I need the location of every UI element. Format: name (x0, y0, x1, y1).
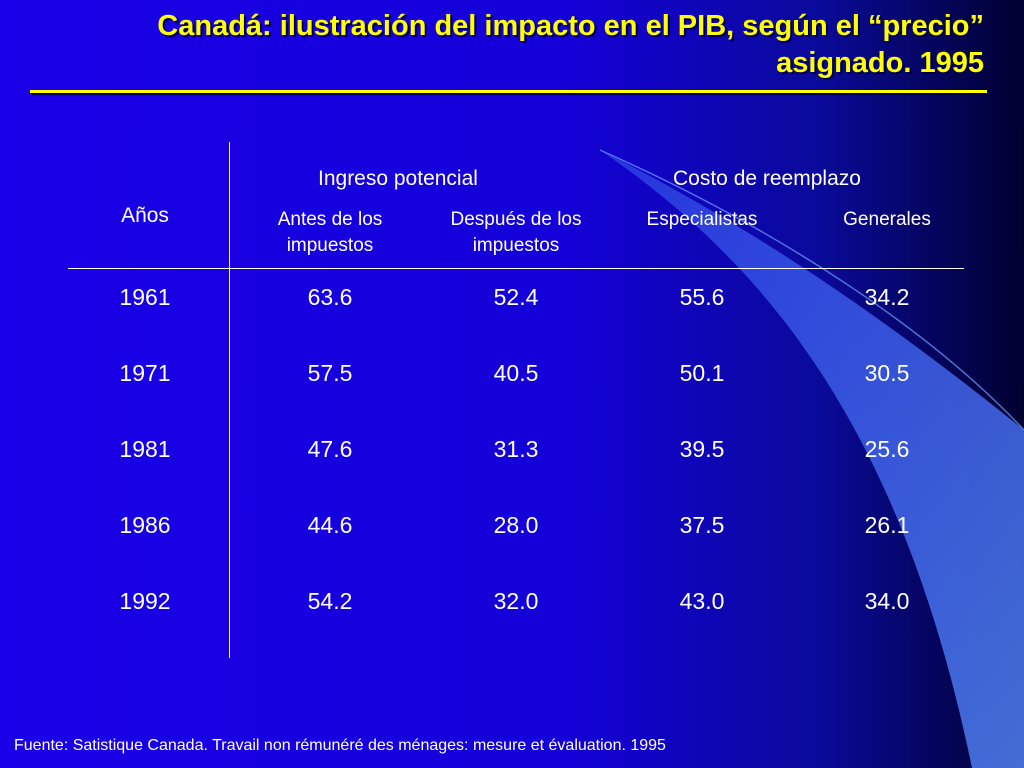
table-vertical-divider (229, 142, 230, 658)
value-cell: 31.3 (493, 436, 539, 462)
subheader-generales: Generales (843, 209, 931, 230)
value-cell: 32.0 (493, 588, 539, 614)
value-cell: 37.5 (679, 512, 725, 538)
value-cell: 44.6 (307, 512, 353, 538)
value-cell: 63.6 (307, 284, 353, 310)
value-cell: 54.2 (307, 588, 353, 614)
year-cell: 1971 (119, 360, 171, 386)
years-column-header: Años (121, 204, 169, 227)
year-cell: 1986 (119, 512, 171, 538)
year-cell: 1981 (119, 436, 171, 462)
subheader-despues-impuestos: Después de los impuestos (450, 209, 582, 256)
value-cell: 47.6 (307, 436, 353, 462)
source-footnote: Fuente: Satistique Canada. Travail non r… (14, 737, 666, 754)
value-cell: 25.6 (864, 436, 910, 462)
value-cell: 57.5 (307, 360, 353, 386)
year-cell: 1961 (119, 284, 171, 310)
value-cell: 52.4 (493, 284, 539, 310)
value-cell: 55.6 (679, 284, 725, 310)
value-cell: 28.0 (493, 512, 539, 538)
year-cell: 1992 (119, 588, 171, 614)
group-header-ingreso-potencial: Ingreso potencial (318, 167, 478, 190)
value-cell: 30.5 (864, 360, 910, 386)
page-title: Canadá: ilustración del impacto en el PI… (157, 10, 984, 79)
value-cell: 26.1 (864, 512, 910, 538)
value-cell: 34.0 (864, 588, 910, 614)
value-cell: 50.1 (679, 360, 725, 386)
value-cell: 39.5 (679, 436, 725, 462)
subheader-antes-impuestos: Antes de los impuestos (277, 209, 383, 256)
value-cell: 40.5 (493, 360, 539, 386)
subheader-especialistas: Especialistas (646, 209, 758, 230)
title-underline (30, 90, 987, 93)
table-header-divider (68, 268, 964, 269)
value-cell: 43.0 (679, 588, 725, 614)
value-cell: 34.2 (864, 284, 910, 310)
group-header-costo-reemplazo: Costo de reemplazo (673, 167, 861, 190)
